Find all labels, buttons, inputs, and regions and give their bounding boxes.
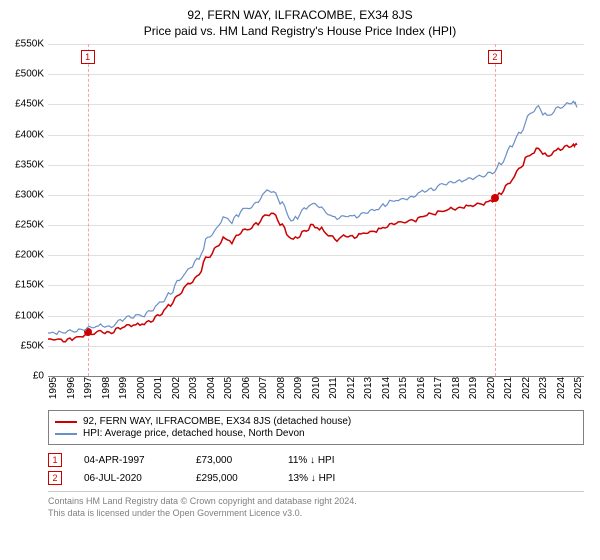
event-date: 04-APR-1997 bbox=[84, 455, 174, 466]
x-tick-label: 2024 bbox=[552, 377, 567, 399]
footer-line: Contains HM Land Registry data © Crown c… bbox=[48, 496, 584, 508]
x-tick-label: 1998 bbox=[97, 377, 112, 399]
y-tick-label: £400K bbox=[15, 129, 48, 140]
x-axis bbox=[48, 376, 584, 377]
line-series-svg bbox=[48, 44, 584, 376]
x-tick-label: 2000 bbox=[132, 377, 147, 399]
event-price: £295,000 bbox=[196, 473, 266, 484]
y-tick-label: £250K bbox=[15, 220, 48, 231]
y-tick-label: £50K bbox=[21, 340, 48, 351]
event-price: £73,000 bbox=[196, 455, 266, 466]
legend-swatch bbox=[55, 418, 77, 426]
y-tick-label: £150K bbox=[15, 280, 48, 291]
legend-item: HPI: Average price, detached house, Nort… bbox=[55, 428, 577, 439]
plot-area: £0£50K£100K£150K£200K£250K£300K£350K£400… bbox=[48, 44, 584, 376]
y-tick-label: £450K bbox=[15, 99, 48, 110]
event-row: 2 06-JUL-2020 £295,000 13% ↓ HPI bbox=[48, 471, 584, 485]
chart-title: 92, FERN WAY, ILFRACOMBE, EX34 8JS bbox=[10, 8, 590, 22]
x-tick-label: 2022 bbox=[517, 377, 532, 399]
event-number: 2 bbox=[48, 471, 62, 485]
x-tick-label: 2005 bbox=[219, 377, 234, 399]
event-pct: 13% ↓ HPI bbox=[288, 473, 378, 484]
x-tick-label: 2021 bbox=[499, 377, 514, 399]
x-tick-label: 2025 bbox=[569, 377, 584, 399]
x-tick-label: 2006 bbox=[237, 377, 252, 399]
x-tick-label: 2004 bbox=[202, 377, 217, 399]
x-tick-label: 2012 bbox=[342, 377, 357, 399]
legend-swatch bbox=[55, 430, 77, 438]
x-tick-label: 2019 bbox=[464, 377, 479, 399]
x-tick-label: 1996 bbox=[62, 377, 77, 399]
legend-label: 92, FERN WAY, ILFRACOMBE, EX34 8JS (deta… bbox=[83, 416, 351, 427]
event-date: 06-JUL-2020 bbox=[84, 473, 174, 484]
legend-item: 92, FERN WAY, ILFRACOMBE, EX34 8JS (deta… bbox=[55, 416, 577, 427]
x-tick-label: 2013 bbox=[359, 377, 374, 399]
x-tick-label: 2010 bbox=[307, 377, 322, 399]
x-tick-label: 2023 bbox=[534, 377, 549, 399]
x-tick-label: 2015 bbox=[394, 377, 409, 399]
x-tick-label: 2009 bbox=[289, 377, 304, 399]
footer-line: This data is licensed under the Open Gov… bbox=[48, 508, 584, 520]
event-number: 1 bbox=[48, 453, 62, 467]
x-tick-label: 2016 bbox=[412, 377, 427, 399]
legend: 92, FERN WAY, ILFRACOMBE, EX34 8JS (deta… bbox=[48, 410, 584, 445]
y-tick-label: £550K bbox=[15, 39, 48, 50]
x-tick-label: 1995 bbox=[44, 377, 59, 399]
y-tick-label: £300K bbox=[15, 189, 48, 200]
x-tick-label: 2002 bbox=[167, 377, 182, 399]
series-line-red bbox=[48, 144, 577, 342]
y-tick-label: £200K bbox=[15, 250, 48, 261]
x-tick-label: 2008 bbox=[272, 377, 287, 399]
event-row: 1 04-APR-1997 £73,000 11% ↓ HPI bbox=[48, 453, 584, 467]
x-tick-label: 2007 bbox=[254, 377, 269, 399]
legend-label: HPI: Average price, detached house, Nort… bbox=[83, 428, 305, 439]
y-tick-label: £350K bbox=[15, 159, 48, 170]
y-tick-label: £100K bbox=[15, 310, 48, 321]
x-tick-label: 1997 bbox=[79, 377, 94, 399]
event-pct: 11% ↓ HPI bbox=[288, 455, 378, 466]
x-tick-label: 2001 bbox=[149, 377, 164, 399]
x-tick-label: 1999 bbox=[114, 377, 129, 399]
x-tick-label: 2018 bbox=[447, 377, 462, 399]
x-tick-label: 2017 bbox=[429, 377, 444, 399]
x-tick-label: 2011 bbox=[324, 377, 339, 399]
footer-attribution: Contains HM Land Registry data © Crown c… bbox=[48, 491, 584, 519]
x-tick-label: 2014 bbox=[377, 377, 392, 399]
x-tick-label: 2003 bbox=[184, 377, 199, 399]
chart-subtitle: Price paid vs. HM Land Registry's House … bbox=[10, 24, 590, 38]
event-list: 1 04-APR-1997 £73,000 11% ↓ HPI 2 06-JUL-2020… bbox=[48, 453, 584, 485]
y-tick-label: £500K bbox=[15, 69, 48, 80]
chart-container: { "title_main": "92, FERN WAY, ILFRACOMB… bbox=[0, 0, 600, 560]
x-tick-label: 2020 bbox=[482, 377, 497, 399]
series-line-blue bbox=[48, 101, 577, 334]
